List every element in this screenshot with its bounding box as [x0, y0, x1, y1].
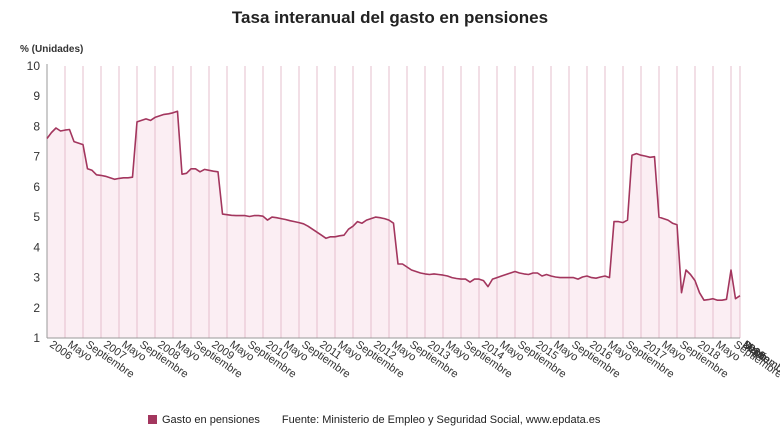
y-tick-labels: 1 2 3 4 5 6 7 8 9 10	[27, 59, 41, 345]
series-line-layer	[46, 110, 741, 302]
source-note: Fuente: Ministerio de Empleo y Seguridad…	[281, 414, 601, 426]
series-line-gasto-en-pensiones	[46, 110, 741, 302]
legend-label-gasto: Gasto en pensiones	[162, 414, 260, 426]
y-tick-label: 8	[33, 119, 40, 133]
y-tick-label: 4	[33, 240, 40, 254]
grid-layer	[46, 66, 741, 338]
chart-title: Tasa interanual del gasto en pensiones	[231, 8, 549, 27]
y-tick-label: 6	[33, 180, 40, 194]
y-tick-label: 5	[33, 210, 40, 224]
x-tick-labels: 2006MayoSeptiembre2007MayoSeptiembre2008…	[47, 339, 780, 381]
y-tick-label: 10	[27, 59, 41, 73]
axes-layer	[46, 64, 740, 339]
y-tick-label: 2	[33, 301, 40, 315]
y-tick-label: 1	[33, 331, 40, 345]
y-axis-label: % (Unidades)	[20, 44, 84, 55]
y-tick-label: 7	[33, 150, 40, 164]
legend: Gasto en pensiones Fuente: Ministerio de …	[148, 414, 600, 426]
y-tick-label: 9	[33, 89, 40, 103]
legend-swatch	[148, 415, 157, 424]
y-tick-label: 3	[33, 271, 40, 285]
